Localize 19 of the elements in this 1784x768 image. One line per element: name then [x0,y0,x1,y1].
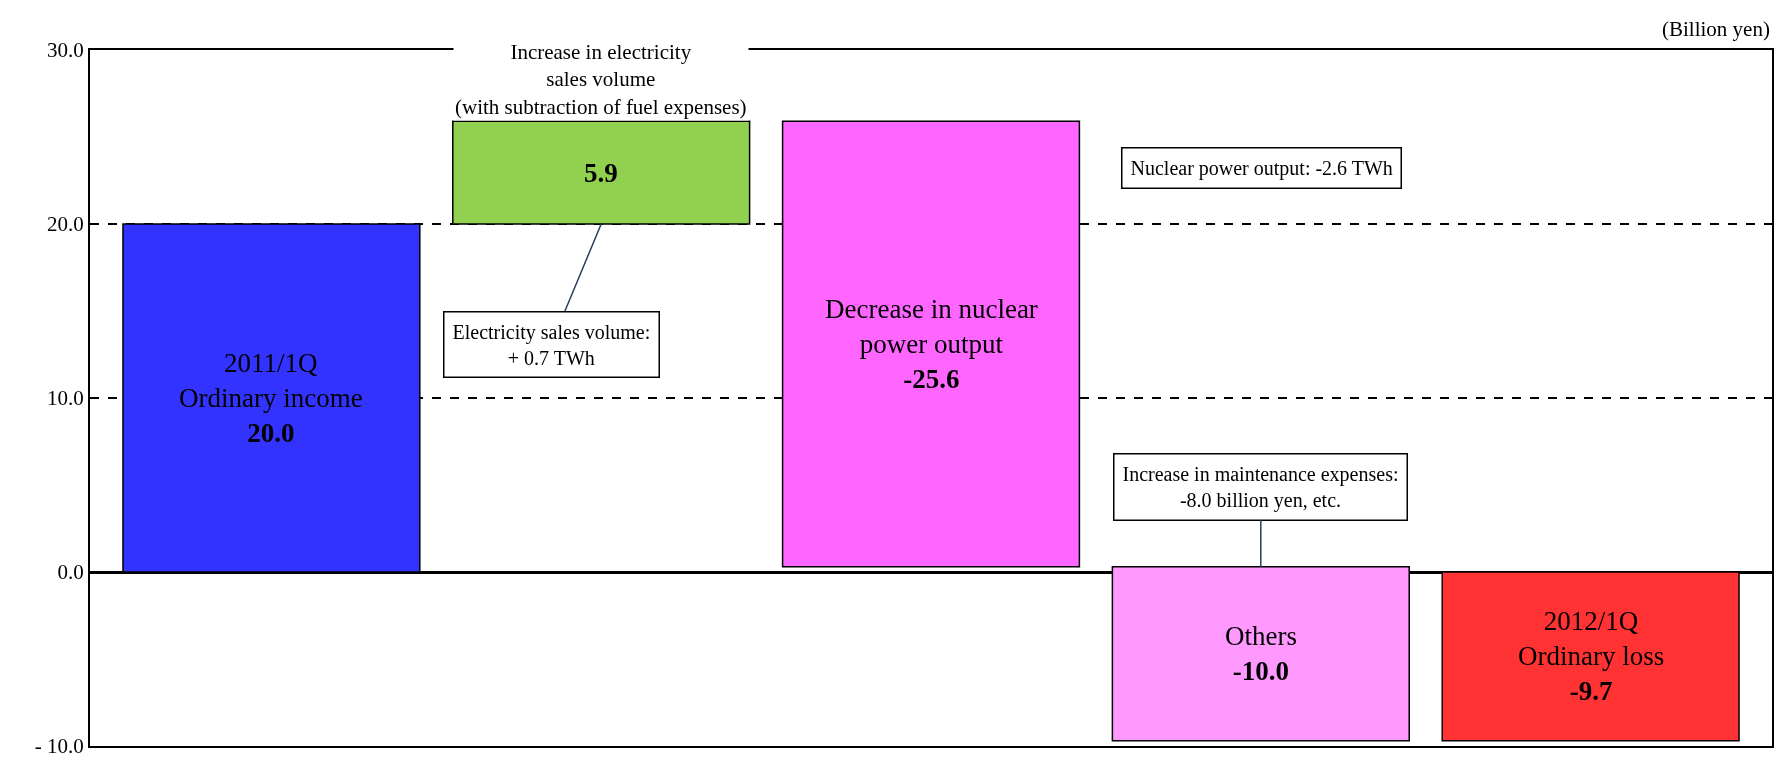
y-tick-label: 0.0 [57,560,84,585]
data-label: 20.0 [247,418,295,449]
annotation: Nuclear power output: -2.6 TWh [1130,156,1393,180]
y-tick-label: 30.0 [47,38,84,63]
x-tick-label: Increase in electricity sales volume (with subtraction of fuel expenses) [455,40,747,119]
y-tick-label: 20.0 [47,212,84,237]
y-tick-label: - 10.0 [34,734,84,759]
data-label: 5.9 [584,158,618,188]
x-tick-label: 2011/1Q Ordinary income [179,348,363,414]
data-label: -25.6 [903,364,960,395]
annotation: Electricity sales volume: + 0.7 TWh [452,320,651,369]
x-tick-label: Others [1225,621,1297,651]
data-label: -9.7 [1569,676,1613,707]
annotation: Increase in maintenance expenses: -8.0 billion yen, etc. [1122,462,1399,512]
x-tick-label: 2012/1Q Ordinary loss [1518,606,1665,672]
data-label: -10.0 [1232,656,1290,687]
y-tick-label: 10.0 [47,386,84,411]
y-axis-title: (Billion yen) [1662,17,1770,41]
x-tick-label: Decrease in nuclear power output [825,294,1038,360]
